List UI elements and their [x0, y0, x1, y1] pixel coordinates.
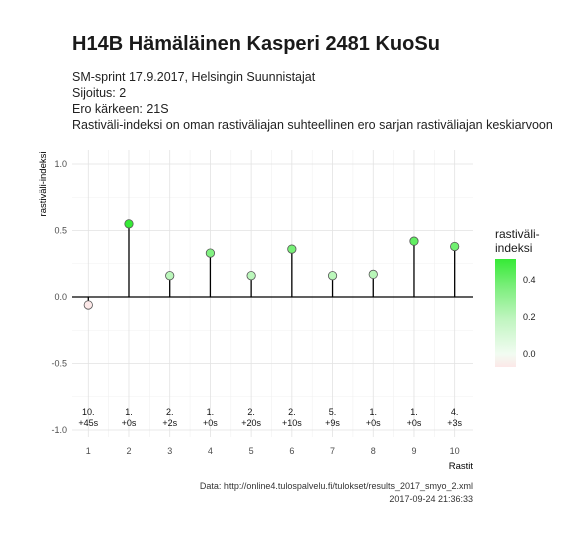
- x-tick-label: 1: [86, 446, 91, 456]
- legend-tick-0-4: 0.4: [523, 275, 536, 285]
- data-points: [83, 219, 460, 310]
- caption-source: Data: http://online4.tulospalvelu.fi/tul…: [199, 481, 473, 491]
- x-tick-label: 10: [450, 446, 460, 456]
- point-label-diff-4: +0s: [203, 418, 218, 428]
- point-label-rank-6: 2.: [288, 407, 296, 417]
- x-axis-label: Rastit: [449, 461, 474, 472]
- legend-title: rastiväli- indeksi: [495, 227, 540, 255]
- data-point-3: [165, 271, 175, 281]
- legend-colorbar: [495, 259, 516, 367]
- point-label-diff-1: +45s: [78, 418, 98, 428]
- legend-tick-0-2: 0.2: [523, 312, 536, 322]
- point-label-rank-3: 2.: [166, 407, 174, 417]
- point-label-diff-5: +20s: [241, 418, 261, 428]
- data-point-8: [368, 269, 378, 279]
- grid: [72, 150, 473, 437]
- x-tick-label: 4: [208, 446, 213, 456]
- data-point-5: [246, 271, 256, 281]
- stems: [87, 223, 456, 305]
- point-label-diff-8: +0s: [366, 418, 381, 428]
- y-tick-label: -1.0: [51, 425, 67, 435]
- chart-subtitle-gap: Ero kärkeen: 21S: [72, 102, 169, 116]
- point-label-rank-10: 4.: [451, 407, 459, 417]
- data-point-4: [205, 248, 216, 258]
- point-label-diff-2: +0s: [122, 418, 137, 428]
- x-tick-label: 7: [330, 446, 335, 456]
- legend-title-line1: rastiväli-: [495, 227, 540, 241]
- point-label-rank-5: 2.: [247, 407, 255, 417]
- point-label-rank-2: 1.: [125, 407, 133, 417]
- legend-tick-0-0: 0.0: [523, 349, 536, 359]
- data-point-6: [287, 244, 297, 254]
- point-label-diff-10: +3s: [447, 418, 462, 428]
- x-tick-label: 9: [411, 446, 416, 456]
- point-label-rank-1: 10.: [82, 407, 95, 417]
- chart-subtitle-description: Rastiväli-indeksi on oman rastiväliajan …: [72, 118, 553, 132]
- point-label-rank-7: 5.: [329, 407, 337, 417]
- x-axis-ticks: 1 2 3 4 5 6 7 8 9 10: [86, 446, 460, 456]
- y-tick-label: -0.5: [51, 359, 67, 369]
- point-label-diff-3: +2s: [162, 418, 177, 428]
- data-point-7: [327, 271, 338, 281]
- caption-timestamp: 2017-09-24 21:36:33: [389, 494, 473, 504]
- point-label-diff-9: +0s: [407, 418, 422, 428]
- x-tick-label: 5: [249, 446, 254, 456]
- y-tick-label: 0.5: [54, 226, 67, 236]
- data-point-1: [83, 300, 93, 310]
- y-tick-label: 0.0: [54, 292, 67, 302]
- data-point-10: [450, 241, 460, 252]
- chart-subtitle-placement: Sijoitus: 2: [72, 86, 127, 100]
- y-tick-label: 1.0: [54, 159, 67, 169]
- x-tick-label: 6: [289, 446, 294, 456]
- chart-subtitle-event: SM-sprint 17.9.2017, Helsingin Suunnista…: [72, 70, 316, 84]
- legend-title-line2: indeksi: [495, 241, 533, 255]
- point-label-diff-6: +10s: [282, 418, 302, 428]
- point-label-rank-8: 1.: [370, 407, 378, 417]
- point-label-diff-7: +9s: [325, 418, 340, 428]
- data-point-2: [124, 219, 134, 229]
- y-axis-ticks: -1.0 -0.5 0.0 0.5 1.0: [51, 159, 67, 435]
- point-label-rank-4: 1.: [207, 407, 215, 417]
- chart-title: H14B Hämäläinen Kasperi 2481 KuoSu: [72, 33, 440, 55]
- point-label-rank-9: 1.: [410, 407, 418, 417]
- x-tick-label: 3: [167, 446, 172, 456]
- y-axis-label: rastiväli-indeksi: [38, 152, 49, 217]
- point-labels: 10.+45s1.+0s2.+2s1.+0s2.+20s2.+10s5.+9s1…: [78, 407, 462, 428]
- x-tick-label: 8: [371, 446, 376, 456]
- data-point-9: [409, 236, 419, 246]
- x-tick-label: 2: [126, 446, 131, 456]
